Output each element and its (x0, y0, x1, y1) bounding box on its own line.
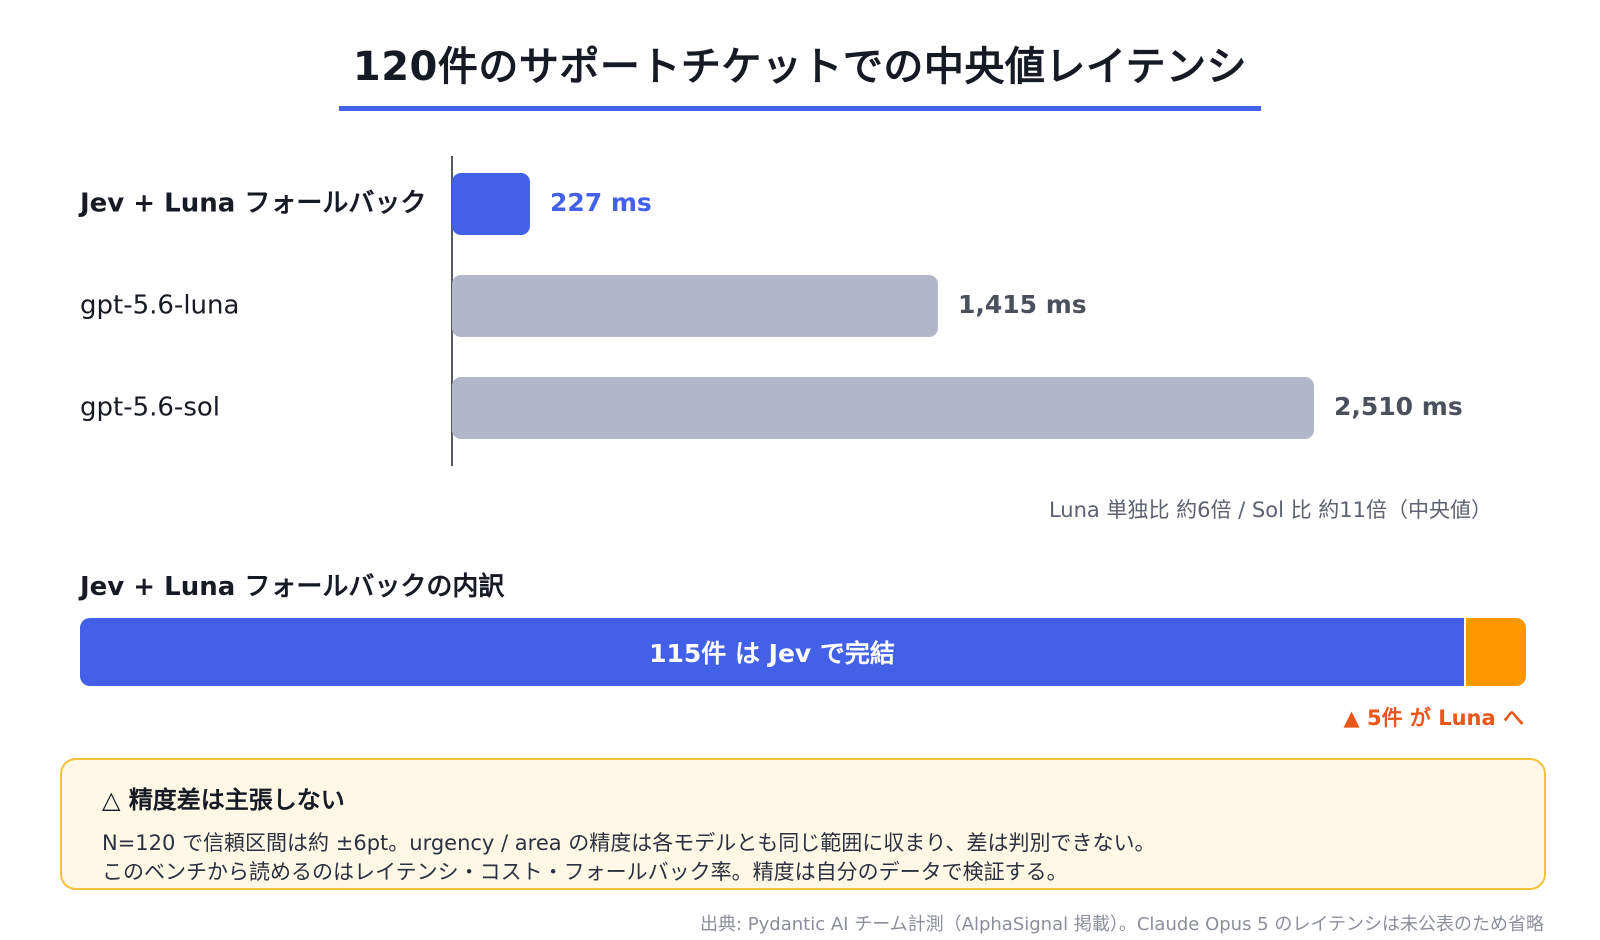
source-note: 出典: Pydantic AI チーム計測（AlphaSignal 掲載）。Cl… (700, 914, 1544, 935)
category-label: gpt-5.6-sol (80, 393, 220, 423)
value-label: 227 ms (550, 188, 652, 217)
breakdown-luna-label: ▲ 5件 が Luna へ (1343, 706, 1524, 730)
value-label: 2,510 ms (1334, 392, 1463, 421)
chart-title: 120件のサポートチケットでの中央値レイテンシ (338, 34, 1262, 111)
callout-line-1: N=120 で信頼区間は約 ±6pt。urgency / area の精度は各モ… (102, 831, 1156, 855)
breakdown-segment-jev: 115件 は Jev で完結 (80, 618, 1464, 686)
latency-bar-chart: Jev + Luna フォールバック 227 ms gpt-5.6-luna 1,41… (78, 156, 1463, 466)
breakdown-bar: 115件 は Jev で完結 (80, 618, 1526, 686)
category-label: Jev + Luna フォールバック (78, 189, 426, 219)
bar (452, 377, 1314, 439)
breakdown-segment-luna (1466, 618, 1526, 686)
callout-title: △ 精度差は主張しない (102, 786, 345, 814)
callout-line-2: このベンチから読めるのはレイテンシ・コスト・フォールバック率。精度は自分のデータ… (102, 860, 1068, 884)
ratio-note: Luna 単独比 約6倍 / Sol 比 約11倍（中央値） (1048, 498, 1492, 522)
breakdown-jev-label: 115件 は Jev で完結 (649, 639, 895, 668)
bar (452, 275, 938, 337)
accuracy-callout: △ 精度差は主張しない N=120 で信頼区間は約 ±6pt。urgency /… (60, 758, 1546, 890)
category-label: gpt-5.6-luna (80, 291, 239, 321)
bar (452, 173, 530, 235)
value-label: 1,415 ms (958, 290, 1087, 319)
breakdown-title: Jev + Luna フォールバックの内訳 (80, 572, 505, 602)
